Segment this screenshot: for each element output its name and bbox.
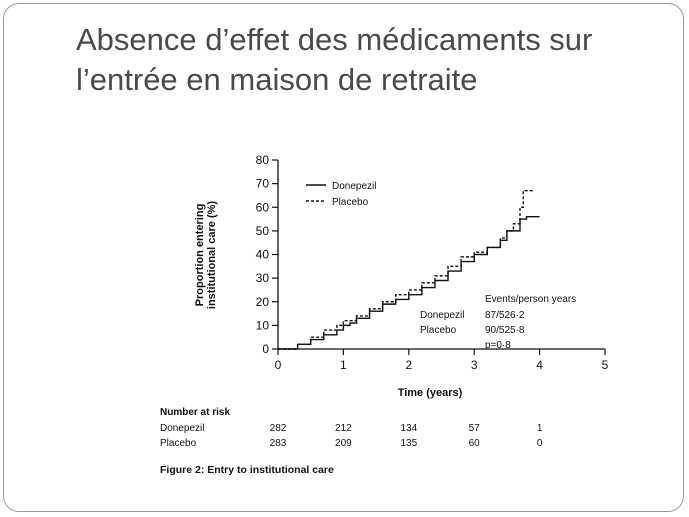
risk-value: 282: [270, 423, 287, 434]
x-ticks: 0 1 2 3 4 5: [275, 349, 609, 372]
series-layer: [278, 190, 540, 350]
risk-value: 209: [335, 438, 352, 449]
y-tick-label: 50: [256, 224, 270, 238]
legend-label-placebo: Placebo: [332, 197, 369, 208]
slide-frame: [3, 3, 684, 512]
figure-caption: Figure 2: Entry to institutional care: [160, 464, 334, 476]
y-tick-label: 40: [256, 248, 270, 262]
stats-box: Events/person years Donepezil 87/526·2 P…: [420, 294, 576, 351]
risk-table: Number at risk Donepezil Placebo 282 212 1…: [160, 407, 543, 449]
y-tick-label: 10: [256, 318, 270, 332]
x-tick-label: 5: [602, 358, 609, 372]
slide-title-line-2: l’entrée en maison de retraite: [76, 62, 478, 97]
risk-value: 60: [469, 438, 481, 449]
risk-row-label-donepezil: Donepezil: [160, 423, 204, 434]
risk-value: 57: [469, 423, 481, 434]
y-axis-label-line-2: institutional care (%): [206, 201, 218, 310]
legend-label-donepezil: Donepezil: [332, 181, 376, 192]
x-tick-label: 3: [471, 358, 478, 372]
x-tick-label: 1: [340, 358, 347, 372]
x-tick-label: 4: [536, 358, 543, 372]
stats-header: Events/person years: [485, 294, 576, 305]
stats-value-donepezil: 87/526·2: [485, 310, 525, 321]
risk-value: 1: [537, 423, 543, 434]
risk-value: 212: [335, 423, 352, 434]
stats-p-value: p=0·8: [485, 340, 511, 351]
stats-label-donepezil: Donepezil: [420, 310, 464, 321]
slide-title-line-1: Absence d’effet des médicaments sur: [76, 22, 593, 57]
x-tick-label: 0: [275, 358, 282, 372]
legend: Donepezil Placebo: [306, 181, 376, 208]
y-ticks: 0 10 20 30 40 50 60 70 80: [256, 153, 278, 356]
risk-values: 282 212 134 57 1 283 209 135 60 0: [270, 423, 543, 449]
risk-value: 135: [400, 438, 417, 449]
risk-value: 134: [400, 423, 417, 434]
y-tick-label: 80: [256, 153, 270, 167]
y-axis-label-line-1: Proportion entering: [194, 204, 206, 307]
stats-label-placebo: Placebo: [420, 325, 457, 336]
risk-table-title: Number at risk: [160, 407, 230, 418]
stats-value-placebo: 90/525·8: [485, 325, 525, 336]
risk-row-label-placebo: Placebo: [160, 438, 197, 449]
risk-value: 283: [270, 438, 287, 449]
y-tick-label: 20: [256, 295, 270, 309]
x-tick-label: 2: [405, 358, 412, 372]
slide-title: Absence d’effet des médicaments sur l’en…: [76, 20, 676, 100]
x-axis-label: Time (years): [398, 387, 463, 399]
y-tick-label: 60: [256, 200, 270, 214]
y-tick-label: 30: [256, 271, 270, 285]
series-line-placebo: [278, 190, 534, 350]
y-tick-label: 70: [256, 177, 270, 191]
risk-value: 0: [537, 438, 543, 449]
y-tick-label: 0: [262, 342, 269, 356]
